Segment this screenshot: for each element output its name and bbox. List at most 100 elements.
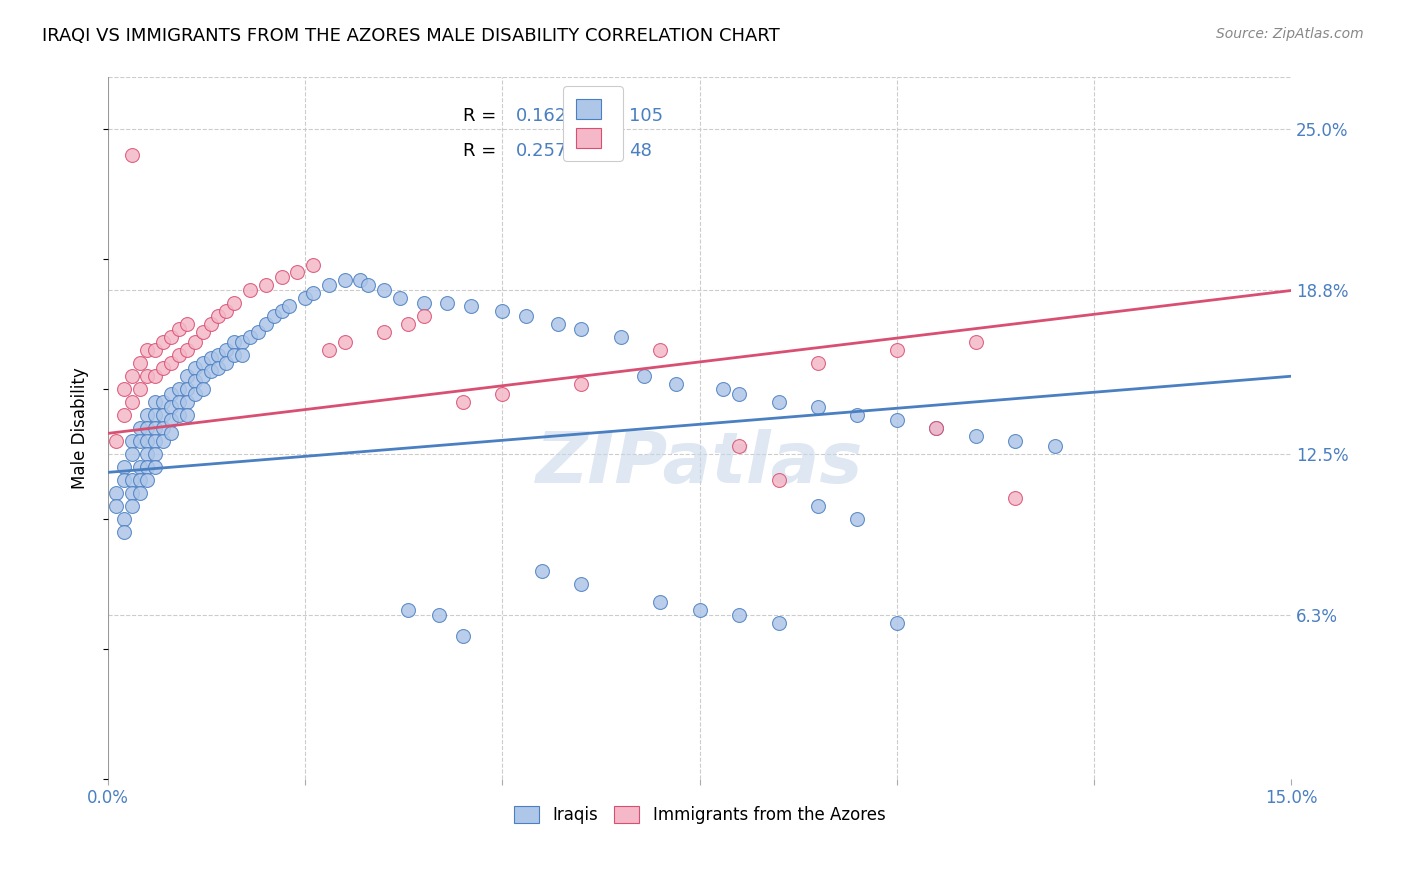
Point bbox=[728, 439, 751, 453]
Point bbox=[167, 408, 190, 422]
Legend: Iraqis, Immigrants from the Azores: Iraqis, Immigrants from the Azores bbox=[503, 796, 896, 834]
Point bbox=[254, 318, 277, 332]
Point bbox=[807, 356, 830, 370]
Point bbox=[768, 615, 790, 630]
Text: N =: N = bbox=[588, 142, 621, 160]
Point bbox=[143, 421, 166, 435]
Point bbox=[167, 348, 190, 362]
Point bbox=[1004, 434, 1026, 449]
Point bbox=[176, 318, 198, 332]
Point bbox=[152, 421, 174, 435]
Point bbox=[121, 369, 143, 384]
Text: 0.257: 0.257 bbox=[516, 142, 568, 160]
Point bbox=[302, 286, 325, 301]
Text: ZIPatlas: ZIPatlas bbox=[536, 429, 863, 498]
Point bbox=[136, 434, 159, 449]
Point bbox=[136, 343, 159, 358]
Point bbox=[128, 486, 150, 500]
Point bbox=[215, 343, 238, 358]
Point bbox=[886, 615, 908, 630]
Point bbox=[152, 335, 174, 350]
Point bbox=[925, 421, 948, 435]
Point bbox=[925, 421, 948, 435]
Point bbox=[143, 395, 166, 409]
Point bbox=[1004, 491, 1026, 506]
Point bbox=[128, 382, 150, 396]
Point bbox=[846, 408, 869, 422]
Point bbox=[491, 387, 513, 401]
Point bbox=[167, 395, 190, 409]
Point bbox=[412, 296, 434, 310]
Point bbox=[121, 486, 143, 500]
Text: N =: N = bbox=[588, 107, 621, 125]
Point bbox=[143, 434, 166, 449]
Point bbox=[160, 356, 183, 370]
Point bbox=[200, 318, 222, 332]
Point bbox=[451, 395, 474, 409]
Point bbox=[224, 348, 246, 362]
Point bbox=[650, 595, 672, 609]
Point bbox=[143, 447, 166, 461]
Point bbox=[160, 330, 183, 344]
Point bbox=[1043, 439, 1066, 453]
Point bbox=[373, 325, 395, 339]
Point bbox=[121, 499, 143, 513]
Point bbox=[711, 382, 734, 396]
Point bbox=[104, 434, 127, 449]
Point bbox=[807, 499, 830, 513]
Point bbox=[373, 284, 395, 298]
Point bbox=[650, 343, 672, 358]
Point bbox=[547, 318, 569, 332]
Point bbox=[333, 335, 356, 350]
Point bbox=[239, 330, 262, 344]
Point bbox=[128, 473, 150, 487]
Point bbox=[515, 310, 537, 324]
Point bbox=[246, 325, 269, 339]
Point bbox=[254, 278, 277, 293]
Point bbox=[167, 322, 190, 336]
Point bbox=[207, 310, 229, 324]
Point bbox=[121, 148, 143, 162]
Y-axis label: Male Disability: Male Disability bbox=[72, 368, 89, 489]
Point bbox=[112, 408, 135, 422]
Point bbox=[807, 401, 830, 415]
Point bbox=[207, 361, 229, 376]
Point bbox=[121, 447, 143, 461]
Text: 105: 105 bbox=[628, 107, 662, 125]
Point bbox=[143, 343, 166, 358]
Point bbox=[136, 408, 159, 422]
Point bbox=[121, 395, 143, 409]
Point bbox=[176, 343, 198, 358]
Point bbox=[231, 348, 253, 362]
Point bbox=[728, 608, 751, 623]
Point bbox=[460, 299, 482, 313]
Text: R =: R = bbox=[463, 107, 496, 125]
Point bbox=[136, 473, 159, 487]
Point bbox=[224, 296, 246, 310]
Point bbox=[965, 429, 987, 443]
Point bbox=[388, 291, 411, 305]
Text: Source: ZipAtlas.com: Source: ZipAtlas.com bbox=[1216, 27, 1364, 41]
Point bbox=[689, 603, 711, 617]
Point bbox=[270, 304, 292, 318]
Point bbox=[215, 356, 238, 370]
Point bbox=[569, 577, 592, 591]
Point bbox=[121, 473, 143, 487]
Point bbox=[396, 603, 419, 617]
Point bbox=[184, 361, 207, 376]
Point bbox=[160, 413, 183, 427]
Point bbox=[143, 408, 166, 422]
Point bbox=[104, 486, 127, 500]
Point bbox=[200, 351, 222, 365]
Point bbox=[231, 335, 253, 350]
Point bbox=[152, 395, 174, 409]
Point bbox=[121, 434, 143, 449]
Point bbox=[112, 473, 135, 487]
Point bbox=[104, 499, 127, 513]
Point bbox=[768, 395, 790, 409]
Point bbox=[224, 335, 246, 350]
Point bbox=[318, 343, 340, 358]
Point bbox=[396, 318, 419, 332]
Point bbox=[357, 278, 380, 293]
Point bbox=[665, 377, 688, 392]
